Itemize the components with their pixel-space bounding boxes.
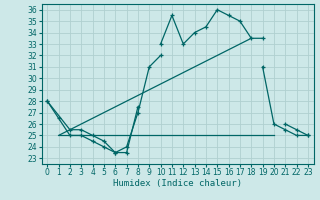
- X-axis label: Humidex (Indice chaleur): Humidex (Indice chaleur): [113, 179, 242, 188]
